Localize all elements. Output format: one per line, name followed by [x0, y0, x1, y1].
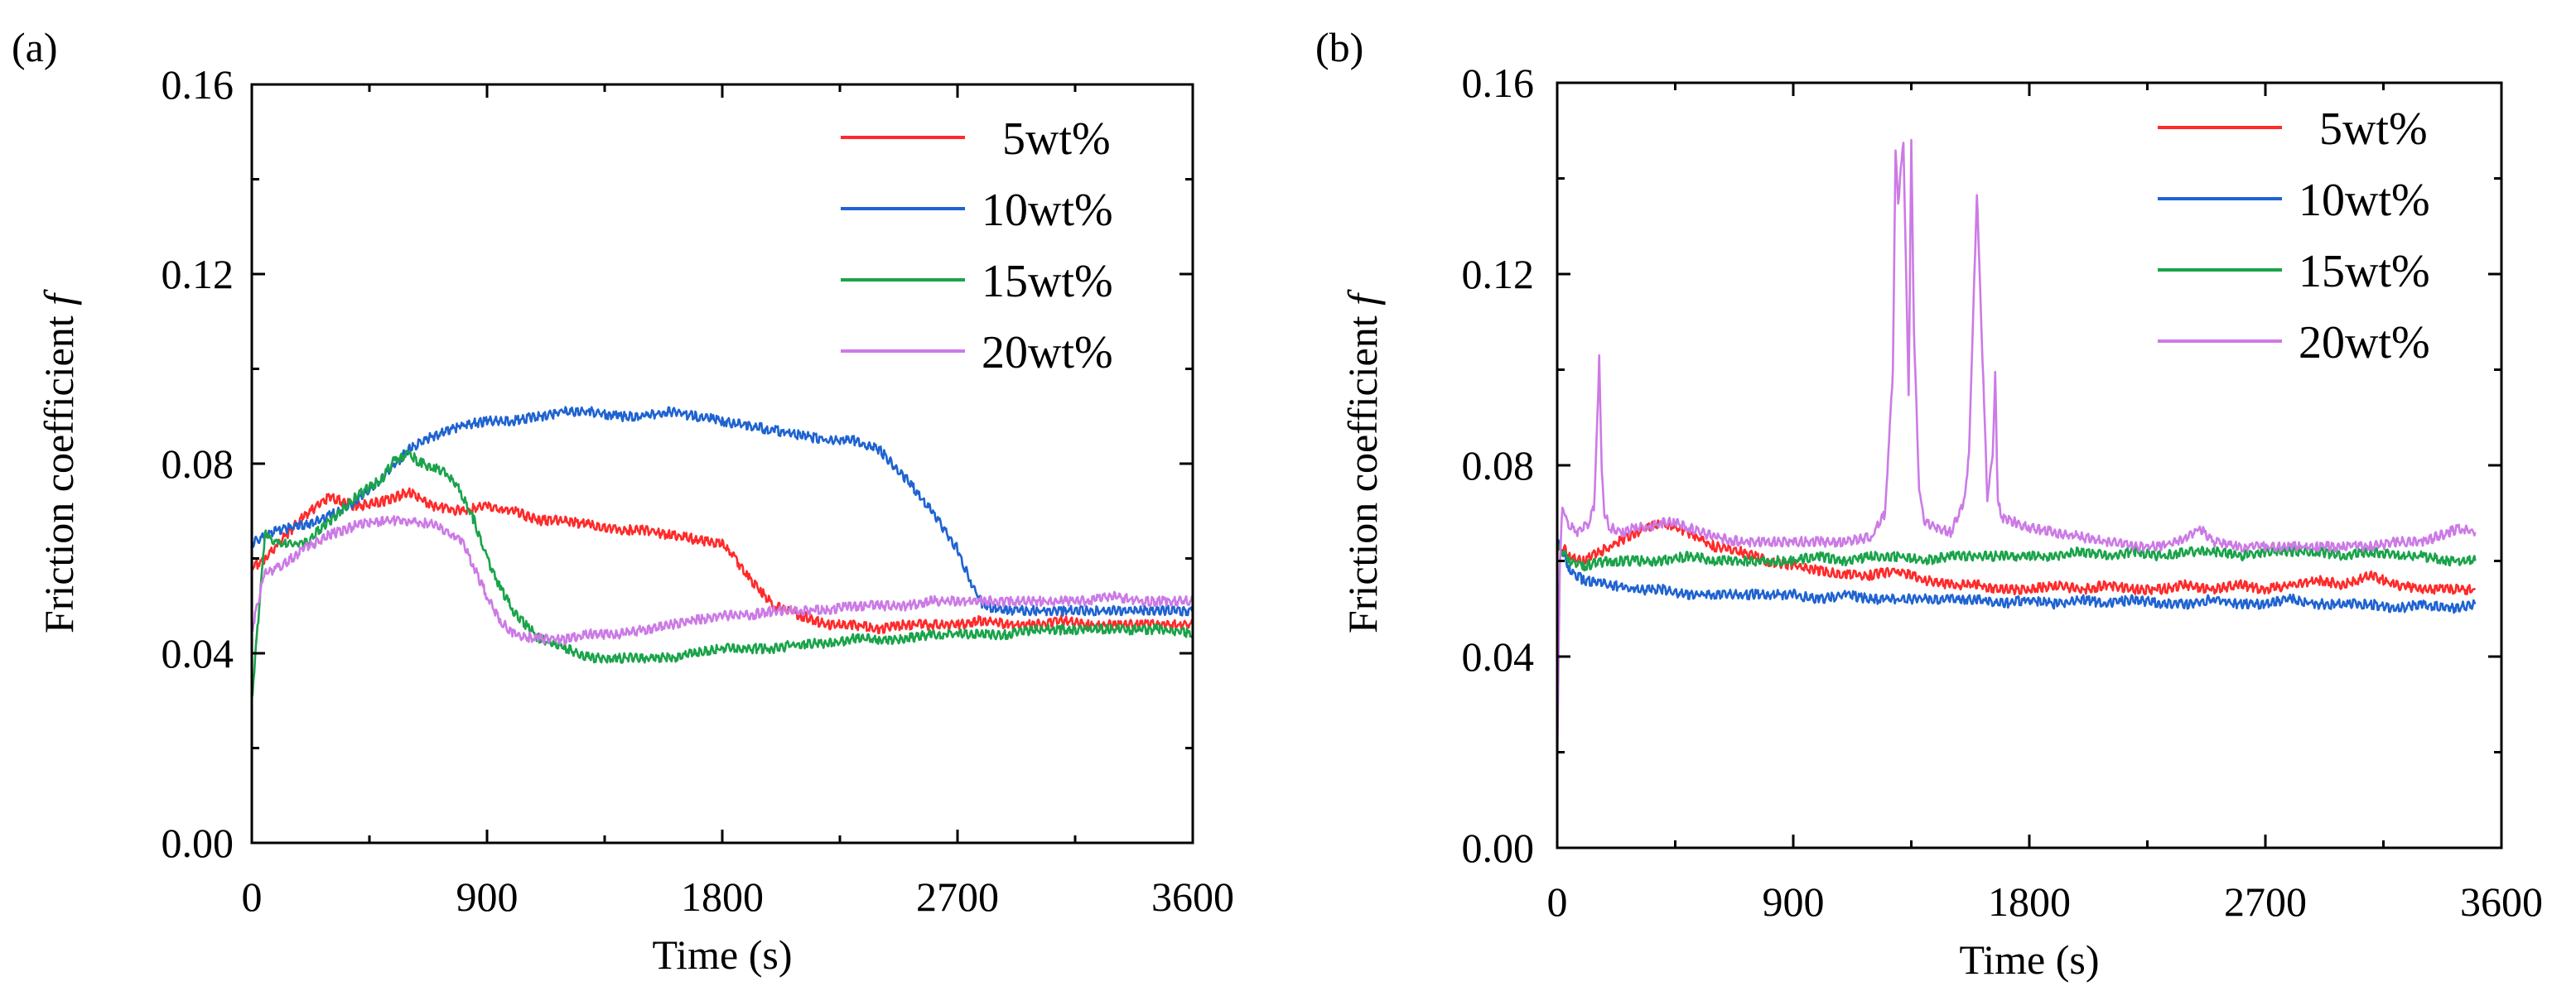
legend-label: 15wt%	[982, 256, 1113, 307]
panel-a: (a) 0.00 0.04 0.08 0.12 0.16 0 900 1800 …	[12, 24, 1234, 978]
y-axis-title-b: Friction coefficient f	[1339, 289, 1386, 633]
x-tick-label: 1800	[1988, 878, 2071, 925]
x-tick-label: 2700	[2224, 878, 2307, 925]
series-line-20wtpct	[250, 515, 1194, 646]
y-tick-label: 0.16	[162, 61, 234, 108]
x-tick-label: 3600	[1151, 873, 1234, 920]
y-axis-title-a: Friction coefficient f	[36, 289, 82, 633]
axis-ticks-a	[250, 83, 1194, 845]
x-tick-label: 900	[1763, 878, 1825, 925]
y-tick-label: 0.04	[162, 630, 234, 676]
x-tick-label: 1800	[681, 873, 764, 920]
y-tick-label: 0.08	[1462, 442, 1535, 488]
legend-label: 5wt%	[2319, 103, 2428, 155]
legend-label: 5wt%	[1002, 113, 1111, 165]
x-tick-label: 0	[1547, 878, 1568, 925]
x-tick-label: 0	[242, 873, 263, 920]
axis-ticks-b	[1556, 81, 2503, 849]
series-line-15wtpct	[1556, 543, 2477, 572]
x-tick-label: 2700	[916, 873, 999, 920]
y-tick-label: 0.16	[1462, 60, 1535, 106]
y-tick-label: 0.00	[162, 820, 234, 866]
y-tick-label: 0.12	[1462, 251, 1535, 297]
panel-b: (b) 0.00 0.04 0.08 0.12 0.16 0 900 1800 …	[1315, 24, 2543, 983]
series-line-5wtpct	[1556, 517, 2477, 596]
legend-label: 15wt%	[2299, 246, 2430, 297]
x-tick-label: 3600	[2460, 878, 2543, 925]
x-axis-title-a: Time (s)	[652, 931, 792, 978]
legend-label: 20wt%	[2299, 317, 2430, 368]
series-line-5wtpct	[250, 487, 1194, 635]
legend-label: 10wt%	[2299, 175, 2430, 226]
plot-area-a	[250, 406, 1194, 699]
x-axis-title-b: Time (s)	[1959, 936, 2099, 983]
legend-b: 5wt% 10wt% 15wt% 20wt%	[2158, 103, 2430, 368]
legend-a: 5wt% 10wt% 15wt% 20wt%	[841, 113, 1113, 378]
legend-label: 20wt%	[982, 327, 1113, 378]
series-line-10wtpct	[1556, 538, 2477, 614]
series-line-20wtpct	[1556, 138, 2477, 772]
series-line-15wtpct	[250, 450, 1194, 699]
y-tick-label: 0.04	[1462, 633, 1535, 680]
y-tick-label: 0.12	[162, 251, 234, 297]
y-tick-label: 0.08	[162, 440, 234, 487]
plot-area-b	[1556, 138, 2477, 772]
x-tick-label: 900	[456, 873, 519, 920]
panel-label-b: (b)	[1315, 24, 1363, 70]
panel-label-a: (a)	[12, 24, 58, 70]
y-tick-label: 0.00	[1462, 825, 1535, 871]
series-line-10wtpct	[250, 406, 1194, 617]
legend-label: 10wt%	[982, 185, 1113, 236]
